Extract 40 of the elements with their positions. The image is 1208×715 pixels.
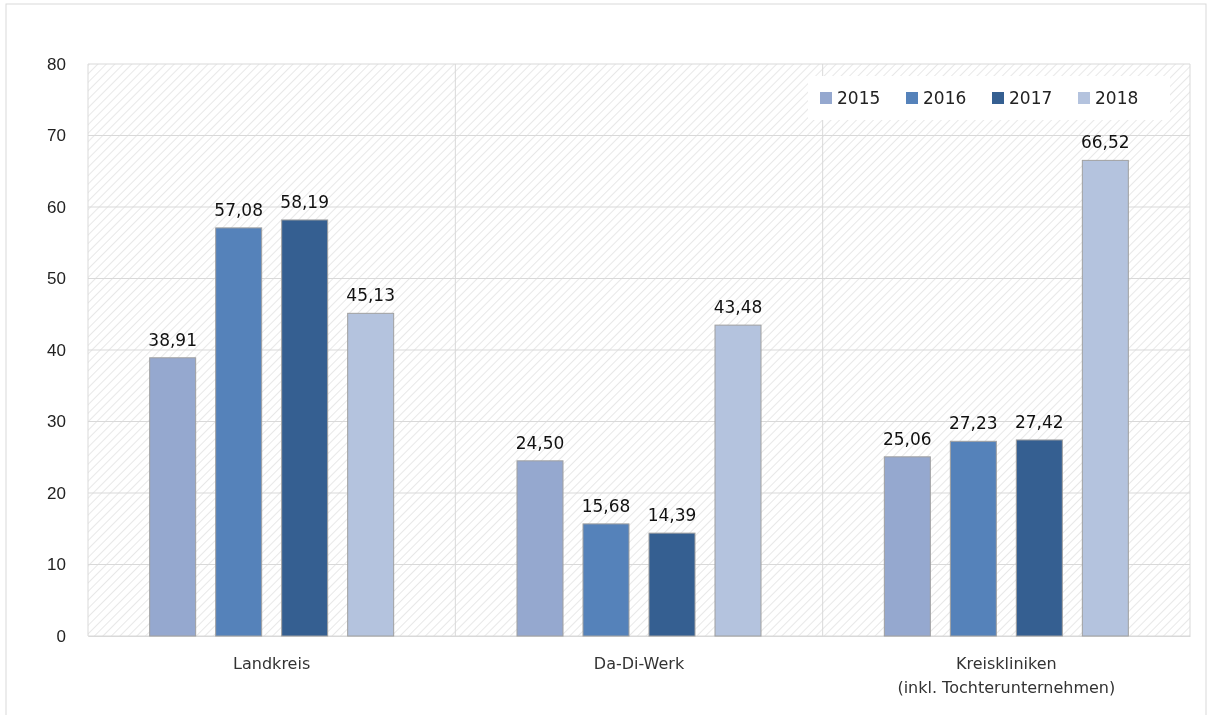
data-label: 27,42 [1015, 411, 1064, 432]
data-label: 66,52 [1081, 132, 1130, 153]
bar [1015, 439, 1063, 637]
y-tick-label: 80 [47, 54, 66, 74]
y-tick-label: 40 [47, 340, 66, 360]
y-tick-label: 30 [47, 412, 66, 432]
data-label: 43,48 [713, 297, 763, 318]
legend-label: 2018 [1095, 88, 1139, 108]
x-tick-label: Landkreis [233, 654, 311, 673]
data-label: 15,68 [581, 495, 631, 516]
y-tick-label: 70 [47, 126, 66, 146]
legend-label: 2016 [923, 88, 967, 108]
bar [883, 456, 931, 637]
data-label: 14,39 [647, 505, 697, 526]
bar [149, 357, 197, 637]
bar [949, 440, 997, 637]
bar [1081, 159, 1129, 637]
data-label: 58,19 [280, 191, 329, 212]
legend-label: 2015 [837, 88, 881, 108]
y-tick-label: 50 [47, 269, 66, 289]
bar [516, 460, 564, 637]
bar [281, 219, 329, 637]
data-label: 38,91 [148, 329, 197, 350]
y-tick-label: 20 [47, 483, 66, 503]
x-tick-label: Da-Di-Werk [593, 654, 685, 673]
legend-label: 2017 [1009, 88, 1053, 108]
bar [714, 324, 762, 637]
data-label: 24,50 [515, 432, 565, 453]
bar [582, 523, 630, 637]
data-label: 25,06 [883, 428, 932, 449]
data-label: 27,23 [949, 413, 998, 434]
bar [347, 312, 395, 637]
y-tick-label: 60 [47, 197, 66, 217]
bar [215, 227, 263, 637]
x-tick-label: Kreiskliniken (inkl. Tochterunternehmen) [897, 654, 1116, 697]
data-label: 57,08 [214, 199, 263, 220]
y-tick-label: 10 [47, 555, 66, 575]
data-label: 45,13 [346, 285, 395, 306]
bar [648, 532, 696, 637]
y-tick-label: 0 [56, 626, 66, 646]
